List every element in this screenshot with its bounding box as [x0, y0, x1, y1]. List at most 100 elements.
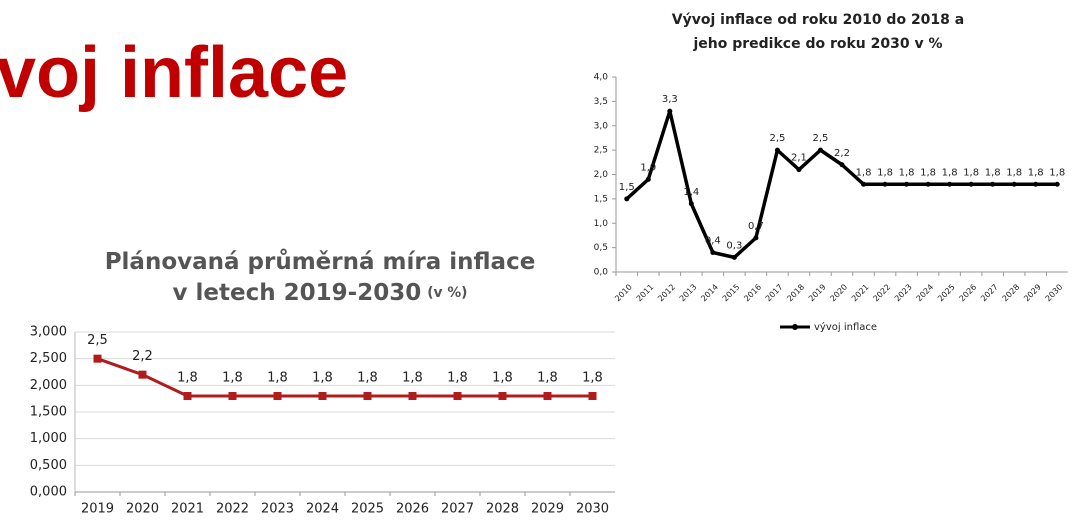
marker	[645, 176, 651, 182]
data-label: 2,5	[769, 133, 785, 144]
chart-title-line: Vývoj inflace od roku 2010 do 2018 a	[672, 12, 964, 28]
x-tick-label: 2017	[764, 282, 785, 303]
data-label: 1,8	[1049, 167, 1065, 178]
chart-title: Plánovaná průměrná míra inflace	[105, 248, 536, 275]
x-tick-label: 2018	[785, 282, 806, 303]
data-label: 1,8	[582, 371, 603, 386]
data-label: 1,8	[963, 167, 979, 178]
data-label: 1,8	[492, 371, 513, 386]
y-tick-label: 3,000	[30, 325, 67, 340]
marker	[1011, 181, 1017, 187]
y-tick-label: 2,5	[594, 146, 608, 156]
chart-title: Vývoj inflace od roku 2010 do 2018 a	[672, 12, 964, 28]
marker	[273, 392, 282, 400]
marker	[318, 392, 327, 400]
data-label: 1,8	[1006, 167, 1022, 178]
data-label: 2,5	[87, 333, 108, 348]
marker	[688, 201, 694, 207]
marker	[861, 181, 867, 187]
y-tick-label: 1,5	[594, 194, 608, 204]
y-tick-label: 2,500	[30, 351, 67, 366]
marker	[904, 181, 910, 187]
marker	[138, 370, 147, 379]
x-tick-label: 2022	[216, 502, 249, 517]
data-label: 1,8	[177, 371, 198, 386]
chart-title: v letech 2019-2030 (v %)	[173, 280, 468, 306]
chart-title-line: Plánovaná průměrná míra inflace	[105, 248, 536, 275]
y-tick-label: 3,0	[594, 121, 609, 131]
y-tick-label: 0,5	[594, 243, 608, 253]
data-label: 1,8	[357, 371, 378, 386]
x-tick-label: 2029	[531, 502, 564, 517]
marker	[968, 181, 974, 187]
marker	[588, 392, 597, 400]
data-label: 1,8	[877, 167, 893, 178]
marker	[498, 392, 507, 400]
data-label: 2,1	[791, 153, 807, 164]
data-label: 1,8	[267, 371, 288, 386]
legend-label: vývoj inflace	[814, 321, 877, 333]
x-tick-label: 2021	[171, 502, 204, 517]
x-tick-label: 2029	[1022, 282, 1043, 303]
marker	[228, 392, 237, 400]
marker	[990, 181, 996, 187]
x-tick-label: 2028	[486, 502, 519, 517]
data-label: 1,8	[537, 371, 558, 386]
x-tick-label: 2011	[635, 282, 656, 303]
data-label: 0,3	[726, 240, 742, 251]
x-tick-label: 2025	[936, 282, 957, 303]
marker	[1033, 181, 1039, 187]
y-tick-label: 0,500	[30, 458, 67, 473]
x-tick-label: 2020	[126, 502, 159, 517]
x-tick-label: 2030	[576, 502, 609, 517]
data-label: 1,8	[1028, 167, 1044, 178]
marker	[183, 392, 192, 400]
marker	[817, 147, 823, 153]
y-tick-label: 0,0	[594, 268, 609, 278]
data-label: 1,4	[683, 187, 699, 198]
x-tick-label: 2028	[1001, 282, 1022, 303]
marker	[753, 235, 759, 241]
chart-title-line: v letech 2019-2030	[173, 280, 422, 306]
data-label: 1,9	[640, 162, 656, 173]
data-label: 0,4	[705, 236, 721, 247]
x-tick-label: 2019	[807, 282, 828, 303]
x-tick-label: 2015	[721, 282, 742, 303]
line	[96, 357, 593, 398]
marker	[453, 392, 462, 400]
marker	[93, 354, 102, 363]
marker	[947, 181, 953, 187]
y-tick-label: 4,0	[594, 73, 609, 83]
x-tick-label: 2016	[742, 282, 763, 303]
data-label: 3,3	[662, 94, 678, 105]
marker	[796, 167, 802, 173]
x-tick-label: 2027	[979, 282, 1000, 303]
data-label: 1,8	[985, 167, 1001, 178]
data-label: 1,5	[619, 182, 635, 193]
marker	[839, 162, 845, 168]
data-label: 2,2	[834, 148, 850, 159]
y-tick-label: 1,500	[30, 405, 67, 420]
data-label: 1,8	[856, 167, 872, 178]
y-tick-label: 0,000	[30, 485, 67, 500]
data-label: 2,2	[132, 349, 153, 364]
x-tick-label: 2024	[915, 282, 936, 303]
marker	[1054, 181, 1060, 187]
marker	[774, 147, 780, 153]
x-tick-label: 2013	[678, 282, 699, 303]
marker	[363, 392, 372, 400]
x-tick-label: 2023	[893, 282, 914, 303]
x-tick-label: 2023	[261, 502, 294, 517]
data-label: 0,7	[748, 221, 764, 232]
x-tick-label: 2010	[613, 282, 634, 303]
chart-title-line: jeho predikce do roku 2030 v %	[692, 36, 942, 52]
x-tick-label: 2026	[958, 282, 979, 303]
marker	[882, 181, 888, 187]
y-tick-label: 2,0	[594, 170, 609, 180]
data-label: 1,8	[402, 371, 423, 386]
chart-title: jeho predikce do roku 2030 v %	[692, 36, 942, 52]
x-tick-label: 2021	[850, 282, 871, 303]
marker	[543, 392, 552, 400]
heading: voj inflace	[0, 33, 348, 113]
